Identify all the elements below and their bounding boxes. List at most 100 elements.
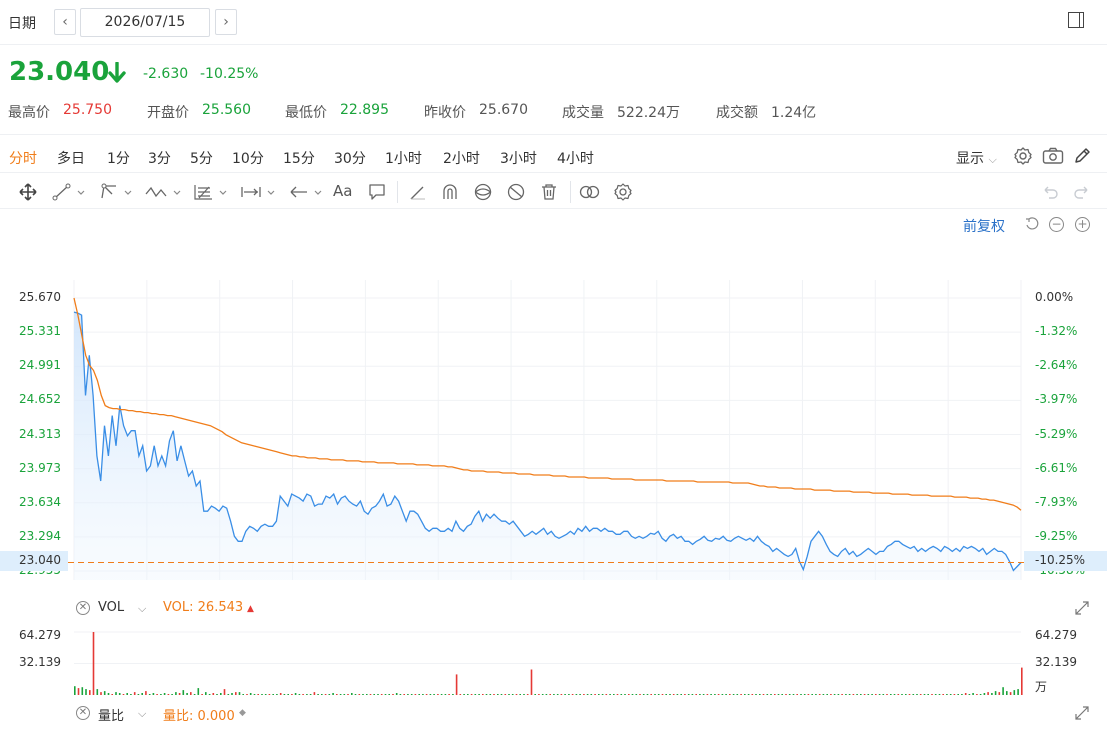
volume-bar [339,694,342,695]
settings-icon[interactable] [613,182,633,202]
volume-bar [575,694,578,695]
volume-bar [422,694,424,695]
price-adjust-button[interactable]: 前复权 [963,219,1005,235]
volume-bar [994,691,997,695]
volume-bar [747,694,750,695]
stat-value: 522.24万 [617,105,680,121]
volume-bar [766,694,769,695]
volume-bar [205,692,207,695]
volume-bar [822,694,825,695]
volume-bar [347,694,349,695]
volume-bar [306,694,308,695]
volume-bar [178,693,181,695]
expand-icon[interactable] [1074,600,1090,616]
volume-bar [440,694,443,695]
delete-icon[interactable] [539,182,559,202]
volume-bar [294,693,297,695]
display-menu[interactable]: 显示 ⌵ [956,148,997,168]
intraday-chart[interactable] [0,280,1107,590]
top-bar [0,0,1107,45]
vol-value: VOL: 26.543 [163,600,244,615]
volume-chart[interactable] [0,624,1107,698]
volume-bar [949,694,952,695]
zoom-out-icon[interactable]: − [1049,217,1064,232]
volume-bar [328,694,331,695]
comment-icon[interactable] [367,182,387,202]
volume-bar [242,694,244,695]
next-date-button[interactable]: › [215,9,237,35]
volume-bar [433,694,435,695]
pen-icon[interactable] [408,182,428,202]
volume-bar [882,694,885,695]
volume-bar [875,694,877,695]
volume-bar [156,694,158,695]
volume-bar [841,694,843,695]
tab-period[interactable]: 1小时 [385,151,422,167]
arrow-icon[interactable] [287,182,327,202]
tab-period[interactable]: 3分 [148,151,171,167]
fib-icon[interactable] [192,182,232,202]
volume-bar [182,690,185,695]
volume-bar [983,693,986,695]
link-icon[interactable] [578,182,602,202]
undo-icon[interactable] [1040,182,1060,202]
tab-period[interactable]: 2小时 [443,151,480,167]
prev-date-button[interactable]: ‹ [54,9,76,35]
volume-bar [246,694,248,695]
tab-period[interactable]: 15分 [283,151,315,167]
expand-icon[interactable] [1074,705,1090,721]
volume-bar [122,694,125,695]
volume-bar [833,694,836,695]
tab-period[interactable]: 1分 [107,151,130,167]
camera-icon[interactable] [1042,147,1064,165]
volume-bar [526,694,529,695]
tab-period[interactable]: 10分 [232,151,264,167]
line-icon[interactable] [52,182,88,202]
volume-bar [186,693,188,695]
magnet-icon[interactable] [440,182,460,202]
close-icon[interactable]: ✕ [76,601,90,615]
tab-period[interactable]: 30分 [334,151,366,167]
stat-label: 昨收价 [424,105,466,121]
move-icon[interactable] [18,182,38,202]
measure-icon[interactable] [240,182,280,202]
volume-bar [145,691,147,695]
redo-icon[interactable] [1072,182,1092,202]
volume-bar [1021,667,1023,695]
eye-icon[interactable] [472,182,494,202]
ray-icon[interactable] [98,182,136,202]
panel-toggle-icon[interactable] [1068,12,1084,28]
price-tick: 24.652 [19,392,61,407]
volume-bar [197,688,200,695]
pencil-icon[interactable] [1073,147,1091,165]
tab-period[interactable]: 5分 [190,151,213,167]
date-input[interactable]: 2026/07/15 [80,8,210,37]
zoom-in-icon[interactable]: + [1075,217,1090,232]
stat-label: 最高价 [8,105,50,121]
gear-icon[interactable] [1013,146,1033,166]
reset-icon[interactable] [1024,216,1040,232]
volume-bar [444,694,447,695]
volume-bar [459,694,462,695]
volume-bar [601,694,604,695]
close-icon[interactable]: ✕ [76,706,90,720]
wave-icon[interactable] [144,182,184,202]
volume-bar [500,694,503,695]
tab-period[interactable]: 分时 [9,151,37,167]
chevron-down-icon[interactable]: ⌵ [138,602,147,615]
chevron-down-icon[interactable]: ⌵ [138,707,147,720]
volume-bar [721,694,724,695]
pct-tick: -3.97% [1035,392,1078,407]
tab-period[interactable]: 3小时 [500,151,537,167]
volume-bar [613,694,615,695]
volume-bar [395,693,398,695]
tab-period[interactable]: 多日 [57,151,85,167]
tab-period[interactable]: 4小时 [557,151,594,167]
price-tick: 25.331 [19,324,61,339]
volume-bar [171,694,173,695]
volume-bar [669,694,671,695]
volume-bar [167,694,170,695]
volume-bar [455,674,458,695]
text-icon[interactable]: Aa [333,182,353,200]
hide-icon[interactable] [505,182,527,202]
